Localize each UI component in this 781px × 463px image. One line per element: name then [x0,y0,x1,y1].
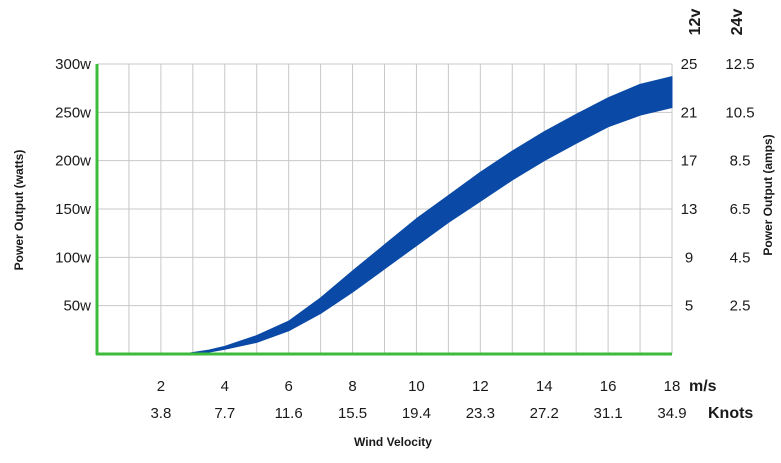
x-axis-title: Wind Velocity [354,435,432,449]
y-tick-label: 150w [55,201,91,218]
y2-axis-title: Power Output (amps) [761,134,775,255]
y2-tick-label-12v: 21 [681,104,698,121]
y2-tick-label-24v: 8.5 [730,153,751,170]
axes [95,64,672,356]
x-tick-label-knots: 27.2 [530,405,559,422]
x-unit-knots: Knots [708,405,753,422]
y-tick-label: 200w [55,153,91,170]
y2-tick-label-24v: 6.5 [730,201,751,218]
x-tick-label-knots: 19.4 [402,405,431,422]
x-tick-label-ms: 12 [472,378,489,395]
y2-tick-label-12v: 9 [685,249,693,266]
y2-tick-label-12v: 25 [681,56,698,73]
y2-tick-label-12v: 5 [685,298,693,315]
x-tick-label-ms: 10 [408,378,425,395]
y2-tick-label-24v: 12.5 [725,56,754,73]
x-tick-label-knots: 7.7 [214,405,235,422]
grid-lines [97,63,673,354]
y-tick-label: 300w [55,56,91,73]
y2-tick-label-24v: 10.5 [725,104,754,121]
y2-24v-header: 24v [729,9,746,36]
x-tick-label-ms: 16 [600,378,617,395]
x-tick-label-ms: 2 [157,378,165,395]
power-band-area [182,76,673,355]
tick-labels: 2 4 6 8 10 12 14 16 18 3.8 7.7 11.6 15.5 19.4 23.3 27.2… [55,56,754,422]
power-band-series [182,76,673,355]
x-unit-ms: m/s [689,378,717,395]
x-tick-label-knots: 11.6 [275,405,303,422]
y2-tick-label-12v: 17 [681,153,698,170]
x-tick-label-ms: 14 [536,378,553,395]
y2-tick-label-12v: 13 [681,201,698,218]
x-tick-label-knots: 15.5 [338,405,367,422]
y2-tick-label-24v: 4.5 [730,249,751,266]
x-tick-label-knots: 23.3 [466,405,495,422]
y2-12v-header: 12v [687,9,704,36]
y-tick-label: 50w [63,298,91,315]
x-tick-label-ms: 18 [664,378,681,395]
x-tick-label-knots: 34.9 [657,405,686,422]
y-axis-title: Power Output (watts) [12,150,26,271]
x-tick-label-knots: 31.1 [594,405,623,422]
x-tick-label-ms: 4 [221,378,229,395]
y2-tick-label-24v: 2.5 [730,298,751,315]
x-tick-label-knots: 3.8 [150,405,171,422]
y-tick-label: 250w [55,104,91,121]
x-tick-label-ms: 8 [348,378,356,395]
x-tick-label-ms: 6 [284,378,292,395]
y-tick-label: 100w [55,249,91,266]
